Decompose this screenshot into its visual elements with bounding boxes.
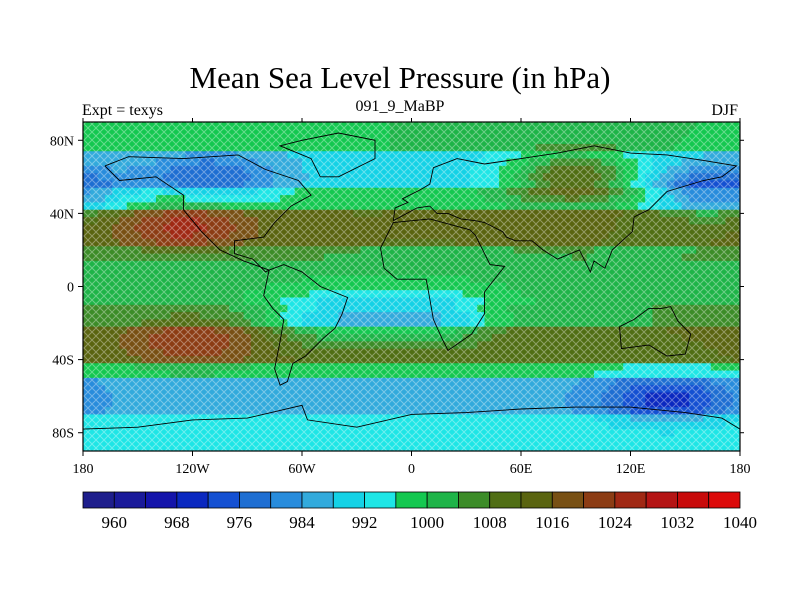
colorbar-label: 968 <box>164 513 190 532</box>
colorbar-swatch <box>520 491 553 509</box>
coastline <box>380 218 506 352</box>
season-label: DJF <box>711 102 738 119</box>
colorbar-label: 976 <box>227 513 253 532</box>
colorbar-swatch <box>364 491 397 509</box>
colorbar-label: 960 <box>102 513 128 532</box>
colorbar-swatch <box>270 491 303 509</box>
colorbar-swatch <box>113 491 146 509</box>
colorbar-swatch <box>395 491 428 509</box>
colorbar-swatch <box>458 491 491 509</box>
colorbar-swatch <box>239 491 272 509</box>
x-tick-label: 60W <box>288 462 316 477</box>
coastline <box>104 154 312 273</box>
colorbar-swatch <box>301 491 334 509</box>
colorbar-swatch <box>176 491 209 509</box>
colorbar-label: 1032 <box>660 513 694 532</box>
colorbar-label: 1008 <box>473 513 507 532</box>
x-tick-label: 60E <box>510 462 533 477</box>
colorbar-swatch <box>489 491 522 509</box>
colorbar-label: 1040 <box>723 513 757 532</box>
x-tick-label: 120W <box>175 462 210 477</box>
colorbar-label: 1024 <box>598 513 633 532</box>
colorbar: 960 968 976 984 992 1000 1008 1016 1024 1032 1040 <box>82 491 757 532</box>
colorbar-swatch <box>677 491 710 509</box>
coastline <box>263 264 349 386</box>
x-tick-label: 180 <box>730 462 751 477</box>
y-tick-label: 40S <box>52 354 74 369</box>
y-tick-label: 80S <box>52 427 74 442</box>
colorbar-swatch <box>614 491 647 509</box>
coastline <box>392 145 738 274</box>
colorbar-swatch <box>551 491 584 509</box>
colorbar-label: 1000 <box>410 513 444 532</box>
y-tick-label: 80N <box>50 134 74 149</box>
coastline <box>278 132 376 178</box>
map-axes: 180 120W 60W 0 60E 120E 180 80N 40N 0 40S 80S <box>50 118 751 477</box>
coastlines <box>83 132 740 430</box>
colorbar-swatch <box>708 491 741 509</box>
colorbar-swatch <box>207 491 240 509</box>
experiment-label: Expt = texys <box>82 102 164 119</box>
y-tick-label: 0 <box>67 281 74 296</box>
coastline <box>83 404 740 430</box>
colorbar-swatch <box>583 491 616 509</box>
x-tick-label: 0 <box>408 462 415 477</box>
hatch-overlay <box>83 122 740 451</box>
coastline <box>619 306 692 357</box>
x-tick-label: 120E <box>616 462 646 477</box>
colorbar-swatch <box>426 491 459 509</box>
colorbar-swatch <box>332 491 365 509</box>
y-tick-label: 40N <box>50 207 74 222</box>
colorbar-swatch <box>82 491 115 509</box>
colorbar-label: 984 <box>289 513 315 532</box>
colorbar-swatch <box>645 491 678 509</box>
x-tick-label: 180 <box>73 462 94 477</box>
plot-title: Mean Sea Level Pressure (in hPa) <box>189 60 611 95</box>
colorbar-label: 1016 <box>535 513 569 532</box>
experiment-id-label: 091_9_MaBP <box>355 98 445 115</box>
colorbar-swatch <box>145 491 178 509</box>
colorbar-label: 992 <box>352 513 378 532</box>
